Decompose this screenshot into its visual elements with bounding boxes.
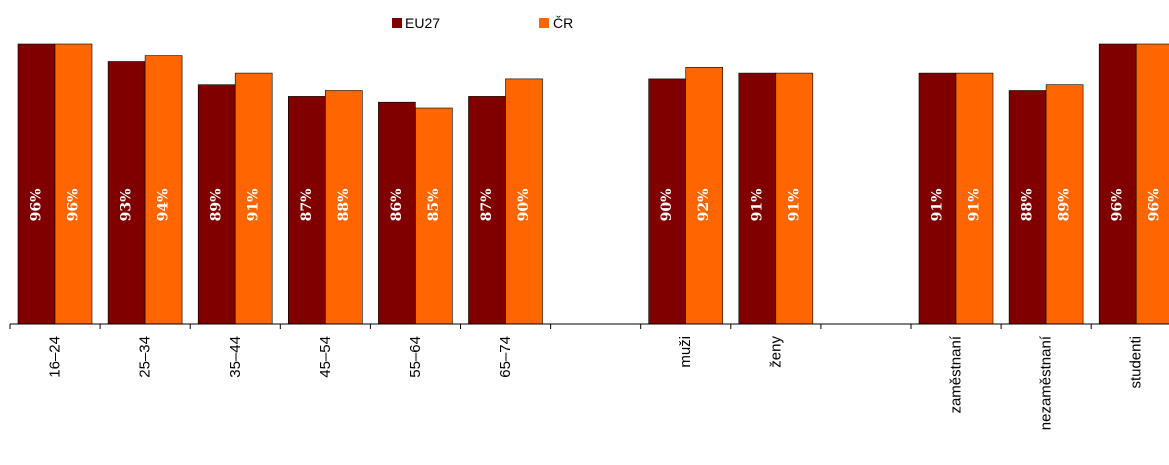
value-label-1-5: 90%: [516, 189, 532, 222]
legend-label-1: ČR: [553, 15, 573, 31]
chart-legend: EU27 ČR: [392, 15, 573, 31]
category-label-12: studenti: [1128, 336, 1145, 389]
bar-1-4: [415, 107, 453, 325]
value-label-0-12: 96%: [1110, 189, 1126, 222]
legend-swatch-1: [539, 18, 549, 28]
bar-0-10: [918, 72, 957, 325]
value-label-1-10: 91%: [967, 189, 983, 222]
bar-0-8: [738, 72, 777, 325]
bar-0-2: [197, 84, 236, 325]
value-label-1-3: 88%: [336, 189, 352, 222]
value-label-0-4: 86%: [389, 189, 405, 222]
bar-1-0: [54, 43, 93, 325]
bars-layer: 96% 96% 93% 94% 89% 91% 87% 88% 86% 85% 87% 90% 90% 9…: [17, 43, 1169, 325]
legend-label-0: EU27: [405, 15, 440, 31]
value-label-0-11: 88%: [1020, 189, 1036, 222]
value-label-1-12: 96%: [1147, 189, 1163, 222]
value-label-0-8: 91%: [749, 189, 765, 222]
bar-1-11: [1045, 84, 1084, 325]
category-label-5: 65–74: [497, 336, 514, 378]
bar-0-1: [107, 61, 146, 325]
category-label-4: 55–64: [407, 336, 424, 378]
value-label-1-8: 91%: [786, 189, 802, 222]
value-label-1-7: 92%: [696, 189, 712, 222]
value-label-0-10: 91%: [930, 189, 946, 222]
value-label-0-5: 87%: [479, 189, 495, 222]
value-label-0-3: 87%: [299, 189, 315, 222]
x-axis: 16–24 25–34 35–44 45–54 55–64 65–74 muži ženy za…: [9, 323, 1169, 430]
bar-0-12: [1098, 43, 1137, 325]
bar-0-11: [1008, 90, 1047, 325]
bar-1-8: [775, 72, 814, 325]
category-label-11: nezaměstnaní: [1038, 335, 1055, 430]
category-label-0: 16–24: [47, 336, 64, 378]
bar-1-2: [234, 72, 273, 325]
bar-1-7: [685, 67, 724, 325]
category-label-7: muži: [677, 336, 694, 368]
category-label-8: ženy: [767, 336, 784, 368]
value-label-0-2: 89%: [209, 189, 225, 222]
bar-1-5: [505, 78, 543, 325]
value-label-0-0: 96%: [29, 189, 45, 222]
value-label-1-2: 91%: [246, 189, 262, 222]
bar-1-3: [324, 90, 363, 325]
bar-1-12: [1135, 43, 1169, 325]
value-label-1-1: 94%: [156, 189, 172, 222]
value-label-1-11: 89%: [1057, 189, 1073, 222]
bar-0-3: [287, 96, 326, 325]
value-label-1-0: 96%: [66, 189, 82, 222]
legend-swatch-0: [392, 18, 402, 28]
bar-1-10: [955, 72, 994, 325]
bar-1-1: [144, 55, 183, 325]
value-label-0-7: 90%: [659, 189, 675, 222]
value-label-1-4: 85%: [426, 189, 442, 222]
bar-0-0: [17, 43, 56, 325]
category-label-10: zaměstnaní: [948, 335, 965, 413]
category-label-1: 25–34: [137, 336, 154, 378]
value-label-0-1: 93%: [119, 189, 135, 222]
category-label-3: 45–54: [317, 336, 334, 378]
category-label-2: 35–44: [227, 336, 244, 378]
